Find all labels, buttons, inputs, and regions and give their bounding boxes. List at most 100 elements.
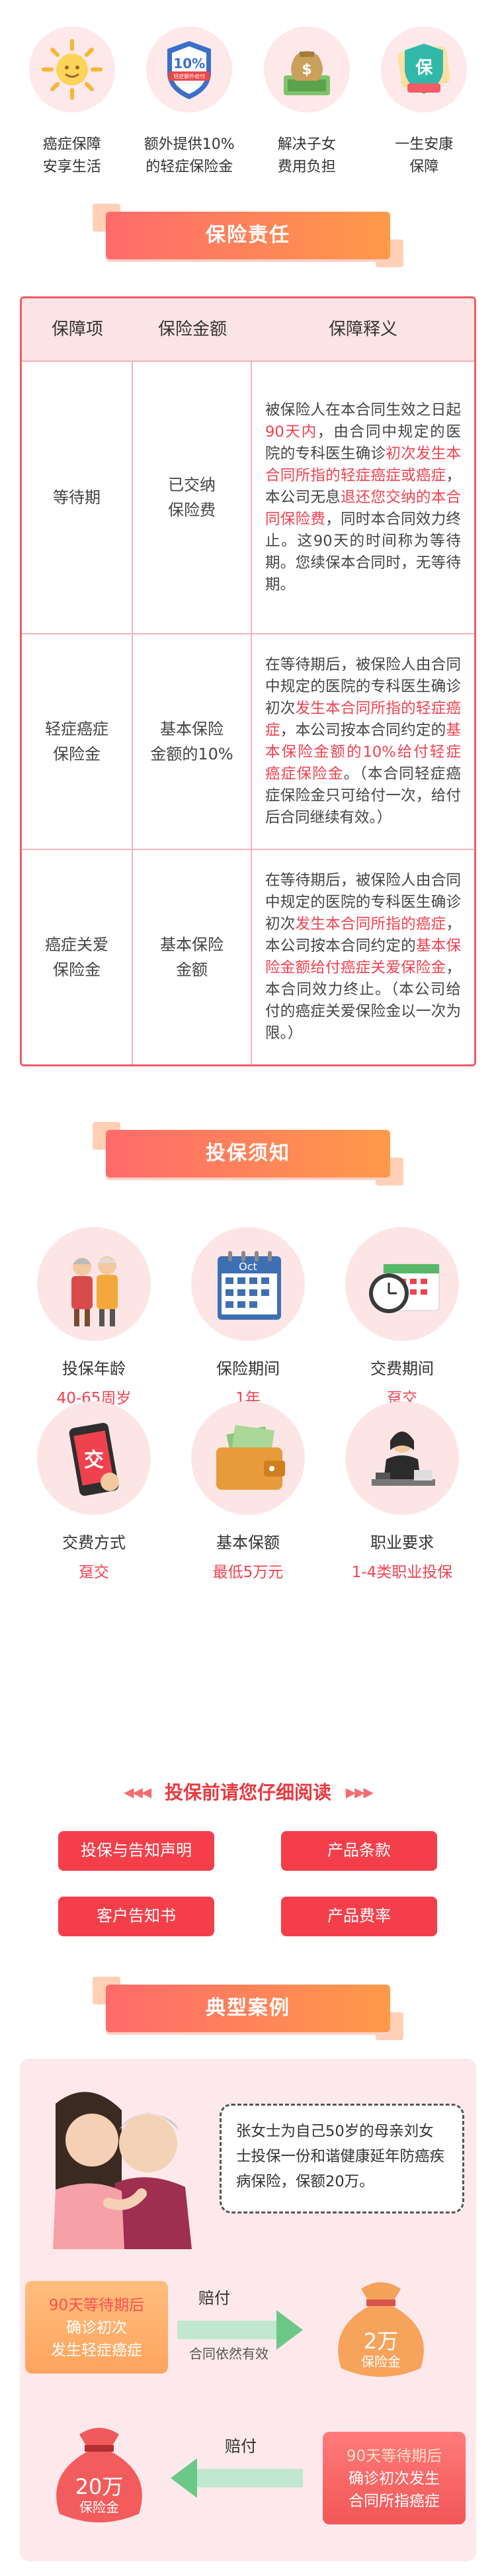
highlight-text: 90天内 [265,423,318,441]
case-condition-top: 90天等待期后 [346,2448,442,2465]
notice-title: 基本保额 [216,1533,280,1552]
coverage-desc-text: 在等待期后，被保险人由合同中规定的医院的专科医生确诊初次发生本合同所指的轻症癌症… [265,654,461,829]
coverage-amount: 基本保险 金额的10% [133,634,252,849]
banner-body [106,1985,390,2032]
notice-letter-button[interactable]: 客户告知书 [58,1897,214,1936]
section-banner-case: 典型案例 [93,1977,403,2040]
feature-line1: 额外提供10% [144,136,235,153]
case-condition-top: 90天等待期后 [48,2297,145,2314]
office-worker-icon [345,1401,459,1515]
calendar-label: Oct [239,1260,257,1273]
feature-row: 癌症保障 安享生活 10% 轻症额外给付 额外提供10% 的轻症保险金 [0,0,496,198]
desc-text: 被保险人在本合同生效之日起 [265,401,461,419]
arrows-right-icon: ▶▶▶ [345,1784,374,1800]
payout-note: 合同依然有效 [189,2346,269,2362]
feature-item: 10% 轻症额外给付 额外提供10% 的轻症保险金 [133,26,245,198]
section-title: 投保须知 [206,1142,290,1165]
section-banner-responsibility: 保险责任 [93,204,403,267]
banner-body [106,1130,390,1178]
phone-pay-icon: 交 [37,1401,151,1515]
coverage-table: 保障项 保险金额 保障释义 等待期 已交纳 保险费 被保险人在本合同生效之日起 9… [20,296,476,1066]
notice-title: 交费方式 [62,1533,126,1552]
feature-line2: 费用负担 [277,159,336,175]
notice-item-amount: 基本保额 最低5万元 [172,1401,324,1582]
feature-line2: 安享生活 [42,159,101,175]
coverage-desc: 被保险人在本合同生效之日起 90天内，由合同中规定的医院的专科医生确诊初次发生本合… [252,362,474,633]
money-bag-icon: 2万 保险金 [315,2269,447,2388]
case-condition-mild: 90天等待期后 确诊初次 发生轻症癌症 [25,2281,168,2374]
table-header-cell: 保障释义 [328,320,397,339]
section-banner-notice: 投保须知 [93,1122,403,1185]
notice-item-occupation: 职业要求 1-4类职业投保 [326,1401,478,1582]
sun-icon [28,26,115,112]
table-row: 癌症关爱 保险金 基本保险 金额 在等待期后，被保险人由合同中规定的医院的专科医… [22,849,474,1064]
coverage-amount-text: 已交纳 保险费 [168,476,216,519]
desc-text: ，本公司按本合同约定的 [265,916,461,955]
money-bag-icon: 20万 保险金 [33,2415,165,2534]
feature-line2: 的轻症保险金 [145,159,233,175]
desc-text: ，同时本合同效力终止。这90天的时间称为等待期。您续保本合同时，无等待期。 [265,510,461,593]
coverage-item: 等待期 [22,362,133,633]
notice-value: 1-4类职业投保 [351,1564,453,1581]
bag-amount: 2万 [363,2329,399,2354]
case-condition-line: 确诊初次发生 [349,2470,440,2487]
feature-line1: 解决子女 [277,136,336,153]
declaration-button[interactable]: 投保与告知声明 [58,1831,214,1871]
bag-label: 保险金 [79,2499,119,2515]
read-before-title: 投保前请您仔细阅读 [164,1782,331,1803]
coverage-item: 癌症关爱 保险金 [22,850,133,1064]
calendar-icon: Oct [191,1227,305,1341]
notice-item-period: Oct 保险期间 1年 [172,1227,324,1408]
shield-icon: 保 [381,26,468,112]
terms-button[interactable]: 产品条款 [281,1831,437,1871]
feature-line1: 癌症保障 [42,136,101,153]
coverage-desc: 在等待期后，被保险人由合同中规定的医院的专科医生确诊初次发生本合同所指的轻症癌症… [252,634,474,849]
arrow-right-icon [177,2310,303,2352]
read-before-heading: ◀◀◀ 投保前请您仔细阅读 ▶▶▶ [0,1778,496,1805]
svg-text:$: $ [302,62,311,78]
coverage-item-text: 轻症癌症 保险金 [45,720,108,763]
notice-value: 趸交 [79,1564,109,1581]
rates-button[interactable]: 产品费率 [281,1897,437,1936]
banner-body [106,212,390,259]
notice-title: 保险期间 [216,1359,280,1378]
desc-text: ，由合同中规定的医院的专科医生确诊 [265,423,461,462]
coverage-desc-text: 在等待期后，被保险人由合同中规定的医院的专科医生确诊初次发生本合同所指的癌症，本… [265,870,461,1045]
payout-label: 赔付 [225,2437,257,2456]
coverage-amount: 基本保险 金额 [133,850,252,1064]
coverage-desc: 在等待期后，被保险人由合同中规定的医院的专科医生确诊初次发生本合同所指的癌症，本… [252,850,474,1064]
notice-item-pay-period: 交费期间 趸交 [326,1227,478,1408]
case-condition-cancer: 90天等待期后 确诊初次发生 合同所指癌症 [323,2432,466,2524]
highlight-text: 基本保险金额的10%给付轻症癌症保险金 [265,722,461,783]
elderly-couple-icon [37,1227,151,1341]
coverage-item: 轻症癌症 保险金 [22,634,133,849]
notice-item-age: 投保年龄 40-65周岁 [18,1227,170,1408]
desc-text: ，本公司无息 [265,466,461,506]
table-header-cell: 保险金额 [157,320,227,339]
desc-text: 在等待期后，被保险人由合同中规定的医院的专科医生确诊初次 [265,872,461,933]
coverage-desc-text: 被保险人在本合同生效之日起 90天内，由合同中规定的医院的专科医生确诊初次发生本合… [265,400,461,596]
section-title: 保险责任 [206,224,290,247]
arrows-left-icon: ◀◀◀ [124,1784,151,1800]
desc-text: 。（本合同轻症癌症保险金只可给付一次，给付后合同继续有效。） [265,765,461,826]
arrow-left-icon [171,2458,303,2501]
shield-text: 保 [415,58,433,78]
desc-text: ，本合同效力终止。（本公司给付的癌症关爱保险金以一次为限。） [265,959,461,1042]
badge-percent: 10% [173,56,206,71]
table-row: 等待期 已交纳 保险费 被保险人在本合同生效之日起 90天内，由合同中规定的医院的… [22,361,474,633]
notice-title: 职业要求 [370,1533,434,1552]
table-row: 轻症癌症 保险金 基本保险 金额的10% 在等待期后，被保险人由合同中规定的医院… [22,633,474,849]
bag-label: 保险金 [361,2354,401,2370]
notice-title: 交费期间 [370,1359,434,1378]
bag-amount: 20万 [75,2474,124,2499]
feature-line2: 保障 [409,159,439,175]
notice-value: 最低5万元 [212,1564,284,1581]
coverage-item-text: 等待期 [53,488,101,507]
feature-item: 癌症保障 安享生活 [16,26,128,198]
desc-text: ，本公司按本合同约定的 [280,722,446,739]
payout-label: 赔付 [198,2289,230,2307]
section-title: 典型案例 [206,1996,290,2020]
table-header: 保障项 保险金额 保障释义 [22,298,474,361]
highlight-text: 发生本合同所指的轻症癌症 [265,700,461,739]
